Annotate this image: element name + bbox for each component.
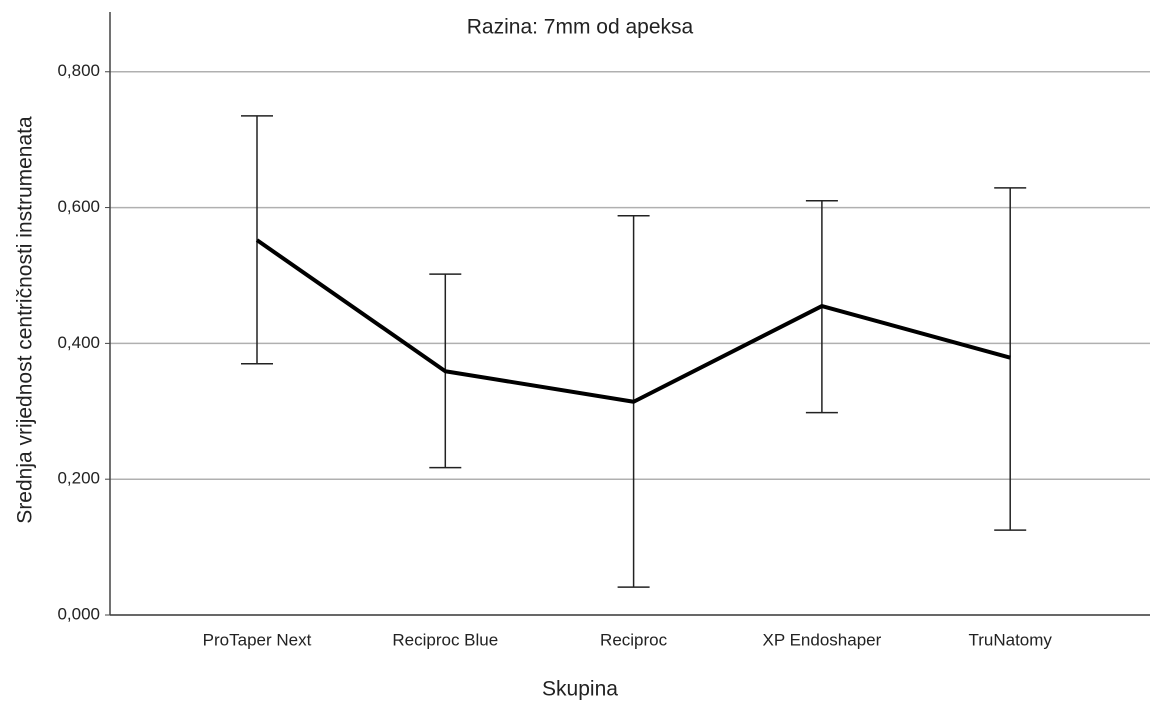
line	[255, 238, 1011, 404]
x-tick-label: XP Endoshaper	[763, 630, 882, 649]
y-tick-label: 0,200	[57, 469, 100, 488]
x-tick-label: ProTaper Next	[203, 630, 312, 649]
y-tick-label: 0,800	[57, 61, 100, 80]
y-tick-label: 0,400	[57, 333, 100, 352]
y-axis-label: Srednja vrijednost centričnosti instrume…	[14, 116, 37, 524]
y-tick-label: 0,600	[57, 197, 100, 216]
x-tick-label: TruNatomy	[968, 630, 1052, 649]
x-axis-label: Skupina	[542, 678, 618, 701]
chart-title: Razina: 7mm od apeksa	[467, 16, 694, 39]
y-tick-label: 0,000	[57, 604, 100, 623]
x-tick-label: Reciproc Blue	[392, 630, 498, 649]
x-tick-label: Reciproc	[600, 630, 668, 649]
